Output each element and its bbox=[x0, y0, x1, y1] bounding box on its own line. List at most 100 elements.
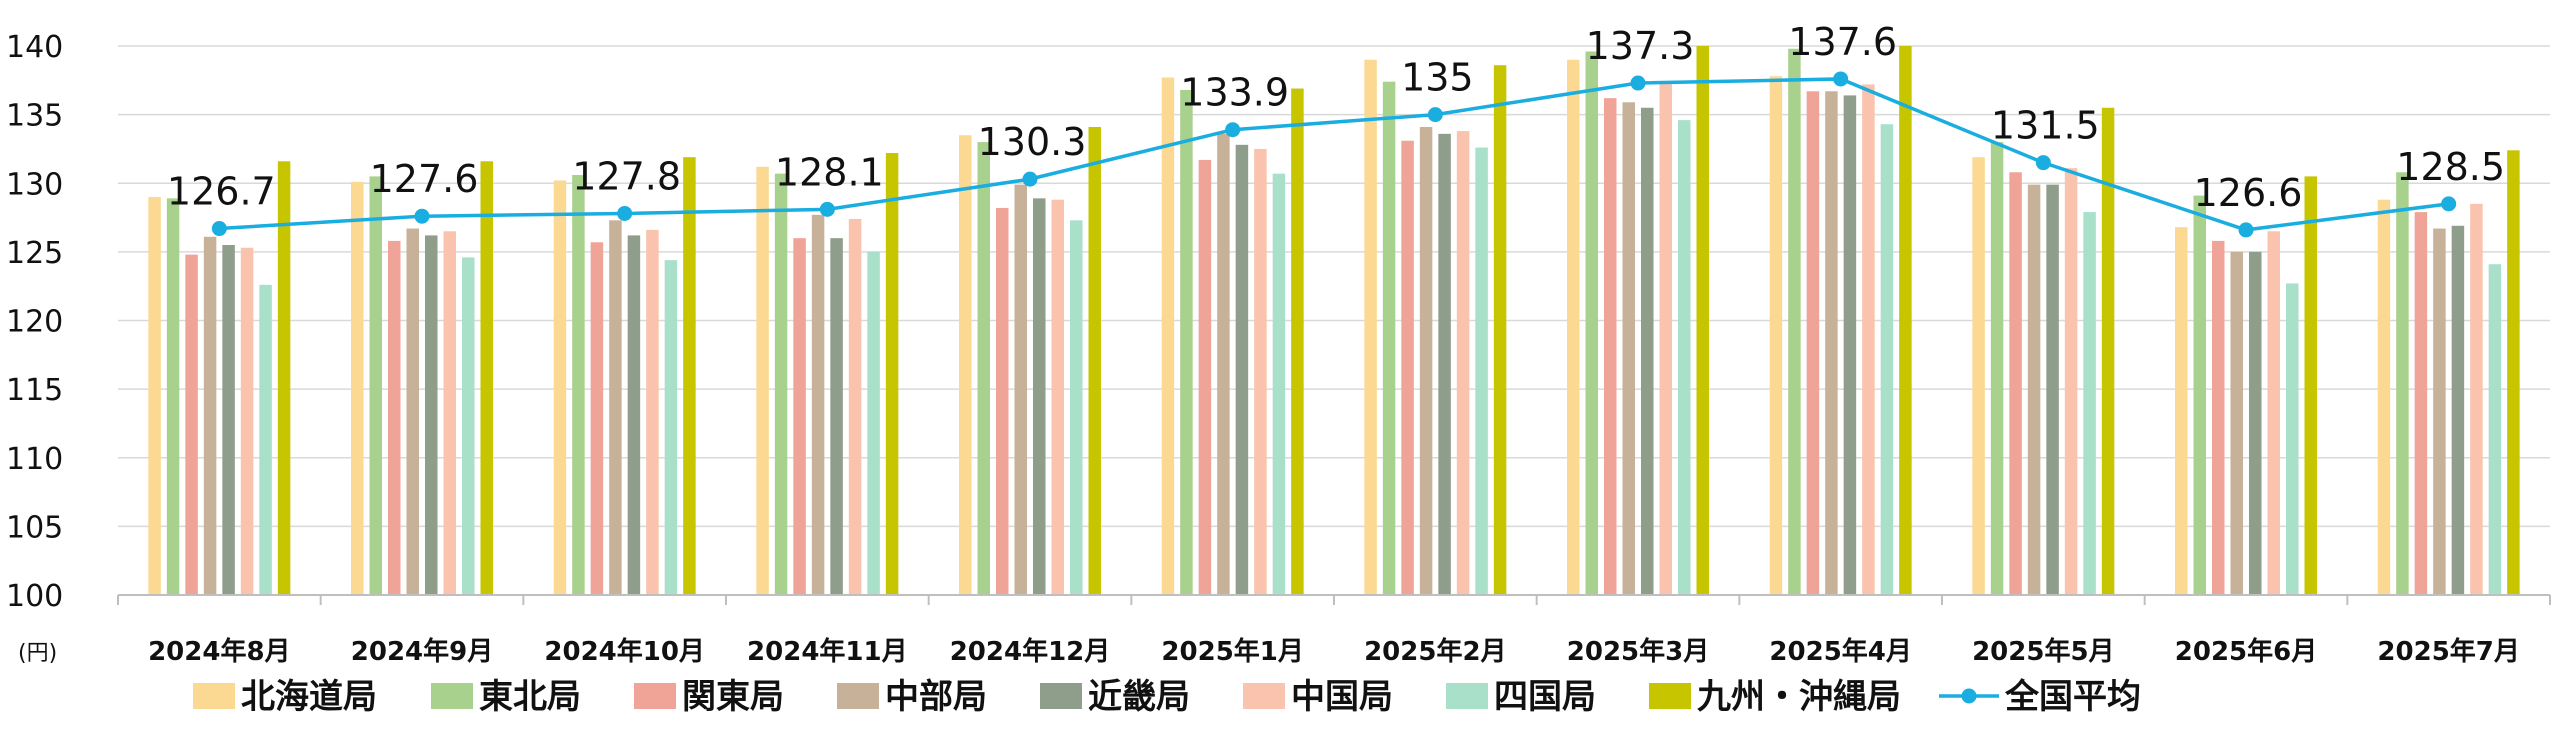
bar bbox=[2027, 184, 2041, 595]
bar bbox=[443, 231, 456, 595]
legend-label: 四国局 bbox=[1494, 677, 1596, 717]
average-point bbox=[1833, 71, 1849, 87]
bar bbox=[2433, 228, 2446, 596]
legend-label: 関東局 bbox=[682, 677, 784, 717]
legend-label: 東北局 bbox=[479, 677, 581, 717]
data-label: 128.1 bbox=[775, 150, 884, 194]
bar bbox=[756, 166, 769, 595]
legend-item: 中部局 bbox=[837, 677, 987, 717]
legend-swatch bbox=[837, 683, 879, 709]
average-point bbox=[2035, 155, 2051, 171]
bar bbox=[259, 284, 272, 595]
bar bbox=[1696, 46, 1709, 595]
bar bbox=[1033, 198, 1046, 595]
bar bbox=[1990, 142, 2004, 595]
bar bbox=[1475, 147, 1488, 595]
bar bbox=[1456, 131, 1470, 595]
legend-point-swatch bbox=[1961, 688, 1977, 704]
legend-item: 東北局 bbox=[431, 677, 581, 717]
data-label: 127.6 bbox=[370, 157, 479, 201]
average-point bbox=[2238, 222, 2254, 238]
legend-item: 中国局 bbox=[1243, 677, 1393, 717]
y-tick-label: 120 bbox=[6, 305, 63, 340]
legend-item: 全国平均 bbox=[1939, 677, 2141, 717]
bar bbox=[2046, 184, 2059, 595]
bar bbox=[1567, 59, 1580, 596]
x-tick-label: 2024年9月 bbox=[351, 636, 493, 667]
bar bbox=[1862, 84, 1875, 596]
x-tick-label: 2025年3月 bbox=[1567, 636, 1709, 667]
bar bbox=[1843, 95, 1857, 595]
bar bbox=[996, 207, 1009, 595]
y-tick-label: 135 bbox=[6, 99, 63, 134]
legend-swatch bbox=[431, 683, 473, 709]
bar bbox=[1493, 65, 1507, 596]
bar bbox=[277, 161, 291, 596]
legend-swatch bbox=[1649, 683, 1691, 709]
average-point bbox=[1225, 122, 1241, 138]
bar bbox=[1806, 91, 1820, 595]
bar bbox=[1641, 107, 1654, 595]
legend-label: 中国局 bbox=[1291, 677, 1393, 717]
average-point bbox=[1022, 171, 1038, 187]
bar bbox=[369, 176, 382, 595]
average-point bbox=[617, 205, 633, 221]
bar bbox=[2101, 107, 2115, 595]
legend-item: 北海道局 bbox=[193, 677, 377, 717]
bar bbox=[1198, 159, 1212, 596]
y-tick-label: 105 bbox=[6, 510, 63, 545]
legend-label: 中部局 bbox=[885, 677, 987, 717]
legend: 北海道局 東北局 関東局 中部局 近畿局 中国局 四国局 九州・沖縄局 全国平均 bbox=[193, 677, 2141, 717]
bar bbox=[848, 218, 862, 595]
legend-swatch bbox=[1243, 683, 1285, 709]
x-tick-label: 2025年5月 bbox=[1972, 636, 2114, 667]
bar bbox=[1291, 88, 1304, 596]
bar bbox=[2249, 251, 2262, 595]
y-tick-label: 115 bbox=[6, 373, 63, 408]
bar bbox=[2230, 251, 2243, 595]
x-tick-label: 2025年7月 bbox=[2377, 636, 2519, 667]
bar bbox=[811, 214, 825, 595]
bar bbox=[222, 245, 235, 595]
bar bbox=[2414, 212, 2428, 595]
bar bbox=[572, 175, 585, 595]
bar bbox=[590, 242, 604, 595]
bar bbox=[1014, 184, 1027, 595]
bar bbox=[830, 238, 843, 595]
bar bbox=[1401, 140, 1414, 595]
x-axis bbox=[117, 594, 2551, 605]
legend-item: 近畿局 bbox=[1040, 677, 1190, 717]
y-tick-label: 110 bbox=[6, 442, 63, 477]
bar bbox=[664, 260, 678, 595]
x-tick-label: 2025年1月 bbox=[1161, 636, 1303, 667]
legend-swatch bbox=[1040, 683, 1082, 709]
average-point bbox=[1630, 75, 1646, 91]
bar bbox=[388, 240, 401, 595]
data-label: 128.5 bbox=[2396, 145, 2505, 189]
bar bbox=[867, 251, 880, 595]
average-line bbox=[219, 77, 2449, 232]
y-tick-label: 130 bbox=[6, 167, 63, 202]
bar bbox=[1678, 120, 1691, 596]
legend-label: 九州・沖縄局 bbox=[1697, 677, 1901, 717]
bar bbox=[1899, 46, 1912, 595]
bar bbox=[2470, 203, 2483, 595]
bar bbox=[793, 238, 806, 595]
data-label: 131.5 bbox=[1991, 104, 2100, 148]
bar bbox=[2507, 150, 2520, 595]
unit-label: (円) bbox=[18, 641, 57, 666]
bar bbox=[240, 247, 254, 595]
data-label: 130.3 bbox=[978, 120, 1087, 164]
legend-item: 九州・沖縄局 bbox=[1649, 677, 1901, 717]
bar bbox=[774, 173, 788, 595]
data-label: 127.8 bbox=[572, 154, 681, 198]
bar bbox=[1972, 157, 1985, 596]
bar bbox=[2377, 199, 2391, 595]
average-point bbox=[819, 201, 835, 217]
bar bbox=[1161, 77, 1175, 595]
data-label: 137.6 bbox=[1788, 20, 1897, 64]
legend-item: 四国局 bbox=[1446, 677, 1596, 717]
bar bbox=[2286, 283, 2299, 595]
bar bbox=[1659, 83, 1672, 596]
bar bbox=[959, 135, 972, 595]
